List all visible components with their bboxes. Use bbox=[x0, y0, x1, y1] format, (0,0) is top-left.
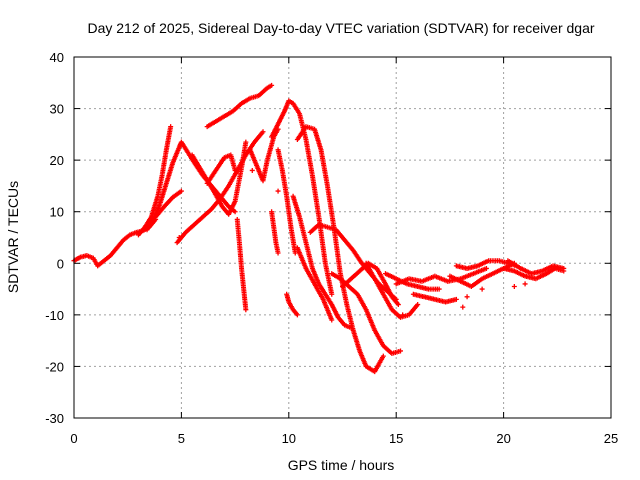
data-point bbox=[561, 265, 567, 271]
y-axis-label: SDTVAR / TECUs bbox=[5, 181, 21, 293]
series-arc-mid-b bbox=[189, 139, 249, 217]
series-arc-drop-a bbox=[234, 216, 249, 313]
series-arc-drop-b bbox=[247, 126, 281, 184]
series-arc-wave-e bbox=[340, 260, 401, 308]
data-point bbox=[168, 124, 174, 130]
x-tick-label: 5 bbox=[178, 431, 185, 446]
y-tick-label: -20 bbox=[45, 359, 64, 374]
series-arc-mid-a bbox=[174, 129, 266, 246]
y-tick-label: 0 bbox=[57, 256, 64, 271]
series-arc-mid-c bbox=[204, 152, 238, 186]
series-arc-low-b bbox=[363, 260, 421, 320]
data-point bbox=[275, 188, 281, 194]
x-tick-label: 25 bbox=[604, 431, 618, 446]
series-arc-peak bbox=[269, 98, 335, 297]
data-point bbox=[249, 167, 255, 173]
series-arc-tail-f bbox=[505, 258, 567, 277]
y-tick-label: -10 bbox=[45, 308, 64, 323]
series-arc-tail-d bbox=[447, 260, 517, 289]
data-point bbox=[260, 129, 266, 135]
data-point bbox=[232, 209, 238, 215]
series-arc-low-c bbox=[382, 271, 442, 292]
data-point bbox=[483, 265, 489, 271]
chart-title: Day 212 of 2025, Sidereal Day-to-day VTE… bbox=[87, 20, 594, 36]
series-arc-low-a bbox=[153, 188, 184, 220]
series-arc-top bbox=[204, 82, 275, 130]
y-tick-label: -30 bbox=[45, 411, 64, 426]
y-tick-label: 30 bbox=[50, 102, 64, 117]
data-point bbox=[522, 281, 528, 287]
series-arc-tail-b bbox=[410, 291, 459, 305]
data-point bbox=[243, 139, 249, 145]
data-point bbox=[415, 302, 421, 308]
series-arc-wave-f bbox=[329, 271, 403, 357]
data-point bbox=[243, 307, 249, 313]
series-arc-rise-a bbox=[135, 124, 174, 238]
data-point bbox=[329, 291, 335, 297]
data-point bbox=[460, 304, 466, 310]
data-point bbox=[395, 302, 401, 308]
data-point bbox=[380, 353, 386, 359]
data-point bbox=[397, 348, 403, 354]
y-tick-label: 40 bbox=[50, 50, 64, 65]
plot-frame bbox=[73, 56, 612, 419]
series-arc-wave-c bbox=[294, 245, 335, 323]
series-arc-steep-a bbox=[275, 147, 298, 256]
series-arc-steep-b bbox=[284, 291, 300, 318]
data-point bbox=[436, 286, 442, 292]
x-tick-label: 0 bbox=[70, 431, 77, 446]
data-point bbox=[178, 188, 184, 194]
data-point bbox=[329, 317, 335, 323]
data-point bbox=[294, 312, 300, 318]
x-axis-label: GPS time / hours bbox=[288, 457, 395, 473]
x-tick-label: 15 bbox=[389, 431, 403, 446]
data-point bbox=[479, 286, 485, 292]
data-point bbox=[453, 296, 459, 302]
data-marks bbox=[71, 82, 567, 375]
y-tick-label: 20 bbox=[50, 153, 64, 168]
series-arc-wave-a bbox=[290, 193, 354, 331]
series-arc-drop-c bbox=[269, 209, 281, 256]
x-tick-label: 20 bbox=[496, 431, 510, 446]
axis-ticks: 0 5 10 15 20 25 -30 -20 -10 0 10 20 30 40 bbox=[45, 50, 618, 446]
y-tick-label: 10 bbox=[50, 205, 64, 220]
data-point bbox=[275, 250, 281, 256]
series-outliers bbox=[176, 167, 528, 318]
data-point bbox=[400, 312, 406, 318]
data-point bbox=[511, 283, 517, 289]
data-point bbox=[269, 82, 275, 88]
x-tick-label: 10 bbox=[282, 431, 296, 446]
series-arc-wave-b bbox=[294, 124, 386, 375]
data-point bbox=[176, 235, 182, 240]
data-point bbox=[464, 294, 470, 300]
data-point bbox=[232, 167, 238, 173]
